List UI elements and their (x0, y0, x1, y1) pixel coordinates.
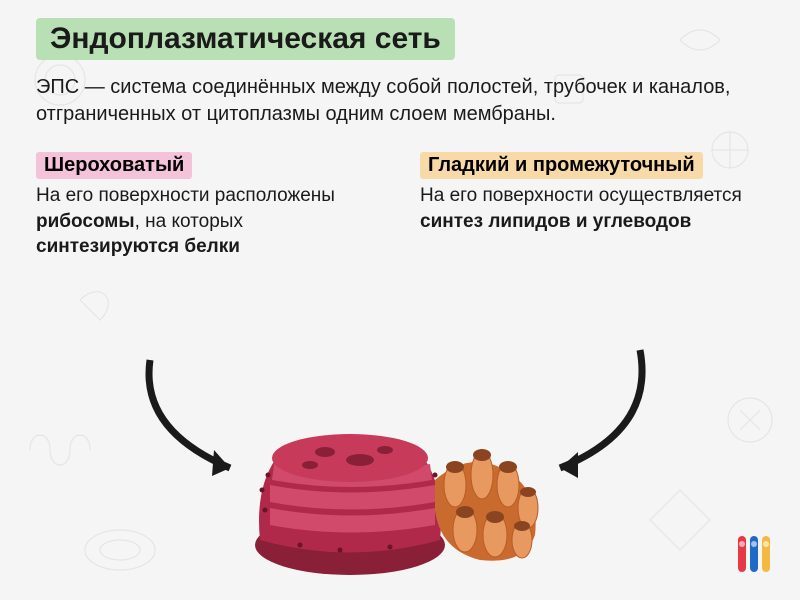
left-body-pre: На его поверхности расположены (36, 185, 335, 206)
logo-icon (730, 530, 778, 578)
right-body-pre: На его поверхности осуществляется (420, 185, 742, 206)
definition-text: ЭПС — система соединённых между собой по… (36, 74, 764, 128)
right-column-body: На его поверхности осуществляется синтез… (420, 183, 764, 234)
left-column: Шероховатый На его поверхности расположе… (36, 152, 380, 260)
left-column-body: На его поверхности расположены рибосомы,… (36, 183, 380, 260)
columns: Шероховатый На его поверхности расположе… (36, 152, 764, 260)
rough-er-shape (255, 434, 445, 575)
right-column-title: Гладкий и промежуточный (420, 152, 703, 179)
left-arrow-icon (120, 350, 280, 490)
left-body-bold1: рибосомы (36, 211, 135, 232)
right-body-bold1: синтез липидов и углеводов (420, 211, 691, 232)
right-column: Гладкий и промежуточный На его поверхнос… (420, 152, 764, 260)
right-arrow-icon (510, 340, 670, 490)
left-body-mid: , на которых (135, 211, 243, 232)
left-body-bold2: синтезируются белки (36, 236, 240, 257)
left-column-title: Шероховатый (36, 152, 192, 179)
page-title: Эндоплазматическая сеть (36, 18, 455, 60)
content-area: Эндоплазматическая сеть ЭПС — система со… (0, 0, 800, 278)
